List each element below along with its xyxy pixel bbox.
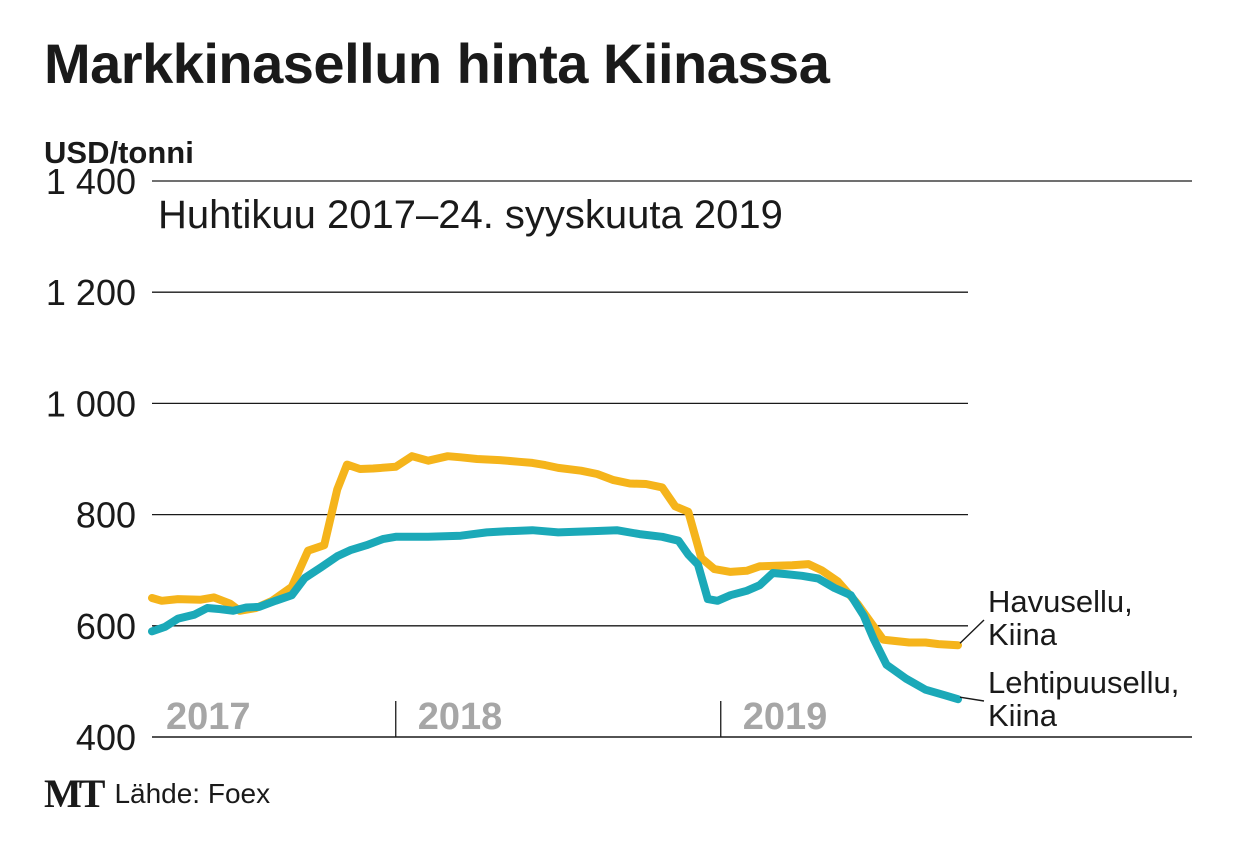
year-label: 2019 — [743, 696, 828, 738]
y-tick-label: 400 — [76, 717, 136, 758]
series-leader-line — [959, 619, 985, 644]
series-label: Lehtipuusellu, — [988, 665, 1179, 700]
series-label: Kiina — [988, 617, 1058, 652]
series-leader-line — [959, 696, 985, 702]
y-tick-label: 1 400 — [46, 161, 136, 202]
y-axis-unit-label: USD/tonni — [44, 135, 194, 170]
series-label: Havusellu, — [988, 584, 1133, 619]
y-tick-label: 600 — [76, 606, 136, 647]
publisher-logo: MT — [44, 771, 105, 816]
series-line — [148, 526, 962, 704]
y-tick-label: 1 000 — [46, 383, 136, 424]
year-label: 2017 — [166, 696, 251, 738]
source-text: Lähde: Foex — [114, 778, 271, 809]
series-line — [148, 452, 962, 650]
year-label: 2018 — [418, 696, 503, 738]
chart-title: Markkinasellun hinta Kiinassa — [44, 32, 830, 95]
y-tick-label: 1 200 — [46, 272, 136, 313]
y-tick-label: 800 — [76, 495, 136, 536]
series-label: Kiina — [988, 698, 1058, 733]
source-credit: MT Lähde: Foex — [44, 772, 270, 816]
chart-subtitle: Huhtikuu 2017–24. syyskuuta 2019 — [158, 193, 783, 237]
